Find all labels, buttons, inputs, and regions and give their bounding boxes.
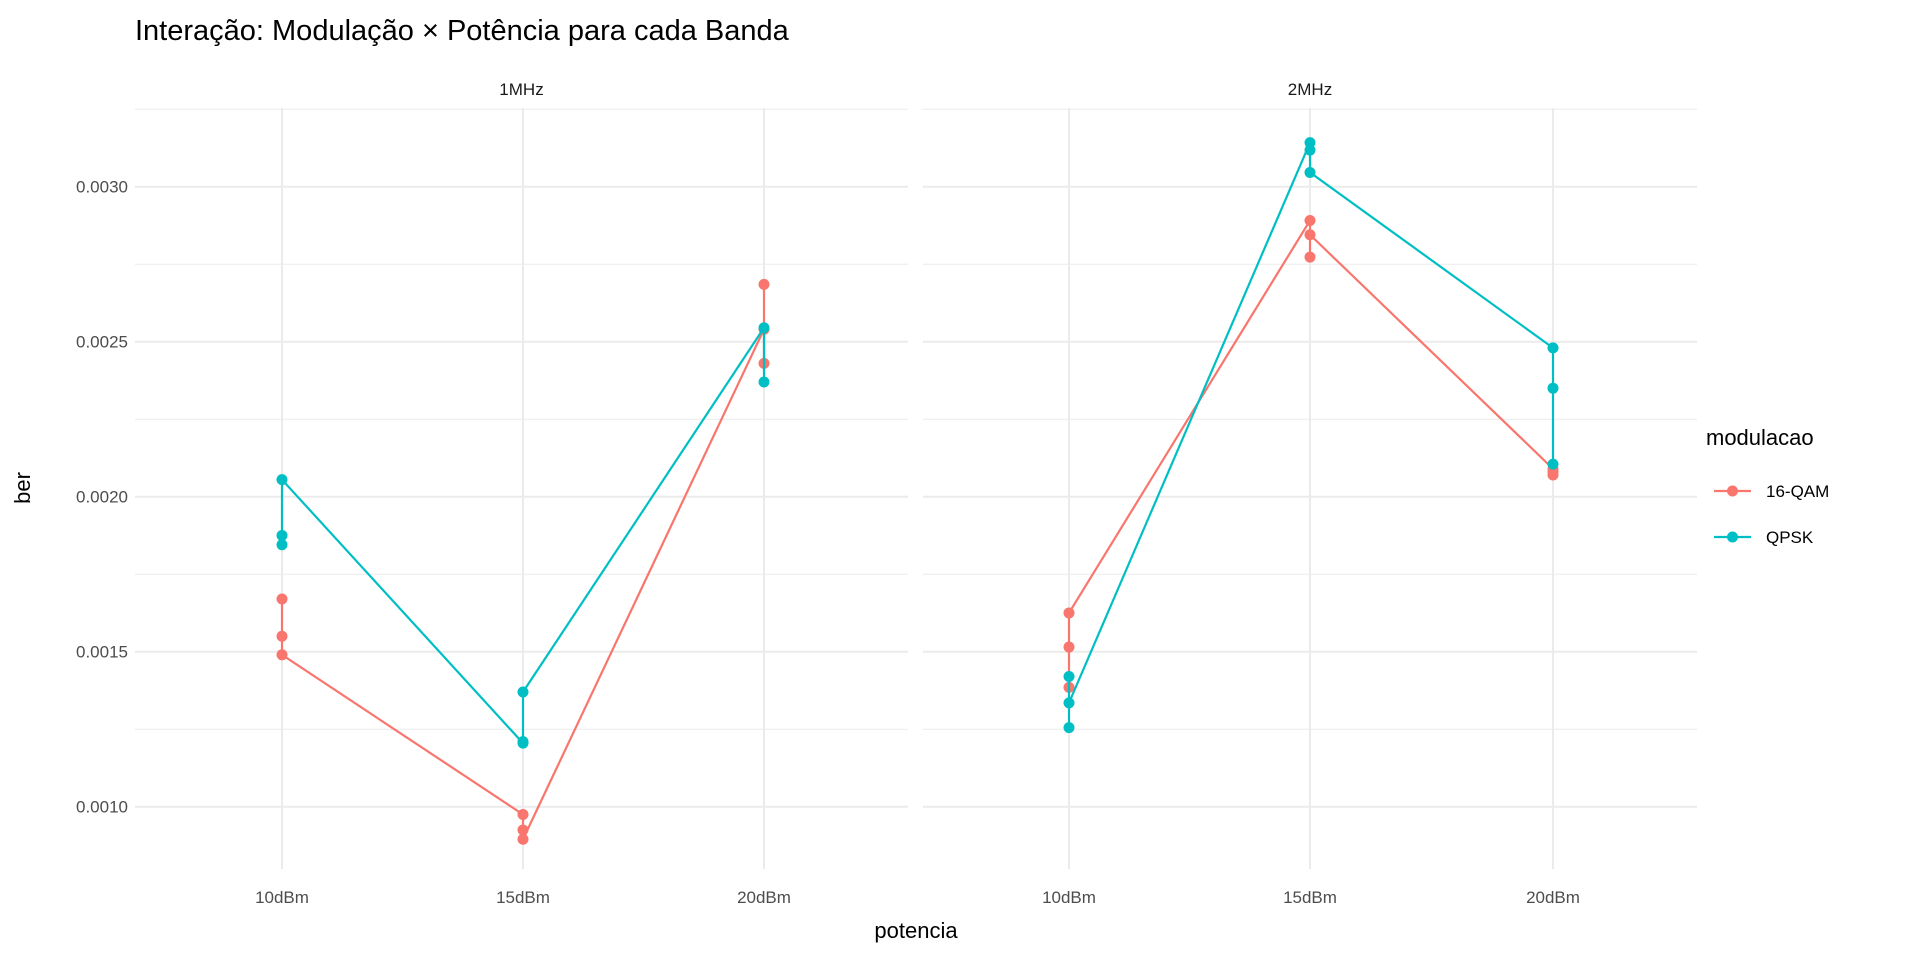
legend-key-point <box>1727 485 1738 497</box>
x-tick-label: 20dBm <box>1526 888 1580 907</box>
data-point-QPSK <box>1063 671 1075 682</box>
chart-title: Interação: Modulação × Potência para cad… <box>135 15 790 47</box>
x-tick-label: 15dBm <box>496 888 550 907</box>
legend-label: 16-QAM <box>1766 482 1829 501</box>
data-point-QPSK <box>276 474 288 486</box>
legend-key-point <box>1727 531 1738 543</box>
y-tick-label: 0.0030 <box>76 178 128 197</box>
x-tick-label: 10dBm <box>1042 888 1096 907</box>
y-tick-label: 0.0025 <box>76 333 128 352</box>
x-tick-label: 15dBm <box>1283 888 1337 907</box>
panel-1MHz: 1MHz 10dBm 15dBm 20dBm <box>135 80 908 907</box>
panel-2MHz: 2MHz 10dBm 15dBm 20dBm <box>923 80 1697 907</box>
strip-label: 1MHz <box>499 80 543 99</box>
data-point-16-QAM <box>1304 214 1316 226</box>
legend-item-QPSK: QPSK <box>1714 528 1814 547</box>
data-point-QPSK <box>276 529 288 541</box>
data-point-QPSK <box>276 539 288 551</box>
data-point-QPSK <box>1304 144 1316 156</box>
strip-label: 2MHz <box>1288 80 1332 99</box>
data-point-16-QAM <box>517 824 529 836</box>
legend: modulacao 16-QAM QPSK <box>1706 425 1829 547</box>
y-tick-label: 0.0020 <box>76 488 128 507</box>
y-axis-title: ber <box>10 472 35 504</box>
data-point-QPSK <box>1304 166 1316 178</box>
data-point-QPSK <box>1063 722 1075 734</box>
legend-item-16-QAM: 16-QAM <box>1714 482 1829 501</box>
data-point-16-QAM <box>1304 251 1316 263</box>
x-tick-label: 20dBm <box>737 888 791 907</box>
data-point-16-QAM <box>517 808 529 820</box>
data-point-QPSK <box>1547 458 1559 470</box>
y-tick-label: 0.0015 <box>76 643 128 662</box>
data-point-16-QAM <box>758 278 770 290</box>
data-point-16-QAM <box>276 593 288 605</box>
data-point-16-QAM <box>517 833 529 845</box>
data-point-16-QAM <box>1304 229 1316 241</box>
x-axis-title: potencia <box>874 918 958 943</box>
data-point-16-QAM <box>1063 607 1075 619</box>
data-point-QPSK <box>1063 697 1075 709</box>
data-point-QPSK <box>1547 382 1559 394</box>
data-point-QPSK <box>1547 342 1559 354</box>
data-point-16-QAM <box>1063 641 1075 653</box>
data-point-16-QAM <box>1547 469 1559 481</box>
data-point-16-QAM <box>276 630 288 642</box>
x-tick-label: 10dBm <box>255 888 309 907</box>
data-point-QPSK <box>517 686 529 698</box>
legend-label: QPSK <box>1766 528 1814 547</box>
legend-title: modulacao <box>1706 425 1814 450</box>
data-point-QPSK <box>517 736 529 748</box>
data-point-QPSK <box>758 376 770 388</box>
data-point-QPSK <box>758 322 770 334</box>
data-point-16-QAM <box>276 649 288 661</box>
y-tick-label: 0.0010 <box>76 798 128 817</box>
